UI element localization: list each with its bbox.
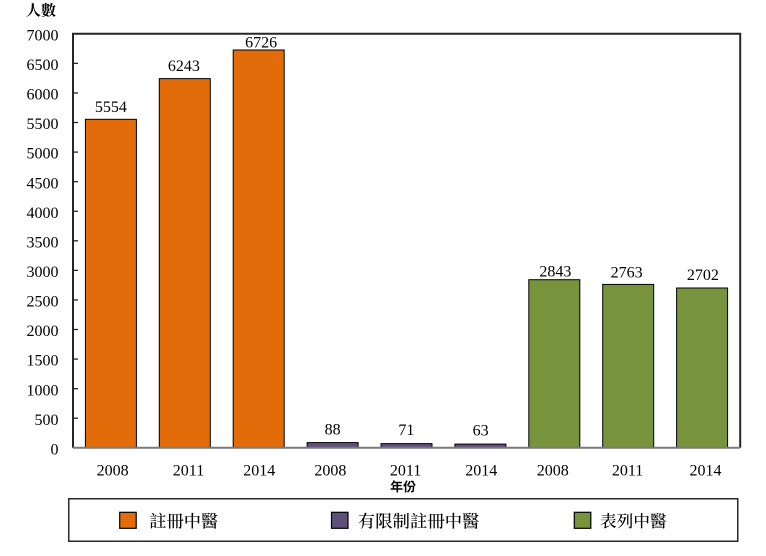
svg-text:0: 0 bbox=[51, 441, 59, 458]
svg-text:2014: 2014 bbox=[690, 463, 722, 480]
svg-text:5554: 5554 bbox=[95, 99, 127, 116]
svg-text:7000: 7000 bbox=[27, 27, 59, 44]
svg-text:2000: 2000 bbox=[27, 323, 59, 340]
svg-text:2011: 2011 bbox=[390, 463, 421, 480]
svg-text:3500: 3500 bbox=[27, 234, 59, 251]
svg-text:1000: 1000 bbox=[27, 382, 59, 399]
svg-text:2008: 2008 bbox=[314, 463, 346, 480]
svg-text:2008: 2008 bbox=[97, 463, 129, 480]
svg-text:88: 88 bbox=[325, 422, 341, 439]
svg-text:2763: 2763 bbox=[611, 264, 643, 281]
svg-text:63: 63 bbox=[473, 423, 489, 440]
svg-text:1500: 1500 bbox=[27, 353, 59, 370]
svg-text:71: 71 bbox=[398, 422, 414, 439]
svg-text:2014: 2014 bbox=[465, 463, 497, 480]
svg-text:6243: 6243 bbox=[168, 58, 200, 75]
svg-text:6500: 6500 bbox=[27, 57, 59, 74]
svg-text:2014: 2014 bbox=[243, 463, 275, 480]
svg-text:6726: 6726 bbox=[245, 35, 277, 52]
svg-text:2011: 2011 bbox=[612, 463, 643, 480]
svg-text:5000: 5000 bbox=[27, 146, 59, 163]
svg-text:2843: 2843 bbox=[539, 264, 571, 281]
svg-text:5500: 5500 bbox=[27, 116, 59, 133]
svg-text:2500: 2500 bbox=[27, 294, 59, 311]
svg-text:2011: 2011 bbox=[173, 463, 204, 480]
svg-text:6000: 6000 bbox=[27, 87, 59, 104]
svg-text:4500: 4500 bbox=[27, 175, 59, 192]
svg-text:4000: 4000 bbox=[27, 205, 59, 222]
svg-text:2702: 2702 bbox=[687, 267, 719, 284]
svg-text:3000: 3000 bbox=[27, 264, 59, 281]
svg-text:500: 500 bbox=[35, 412, 59, 429]
svg-text:2008: 2008 bbox=[537, 463, 569, 480]
